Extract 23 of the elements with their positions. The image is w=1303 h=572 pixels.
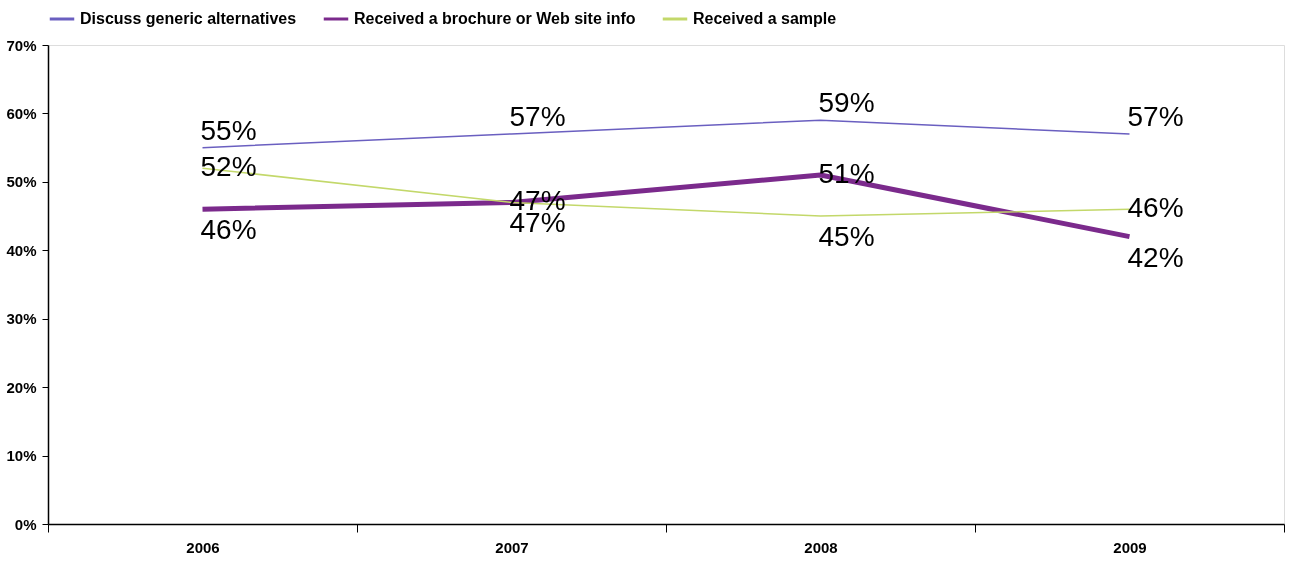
y-tick-label: 70% xyxy=(6,36,37,54)
legend-label: Received a sample xyxy=(693,10,837,27)
y-tick-label: 20% xyxy=(6,378,37,396)
x-tick-label: 2008 xyxy=(804,538,838,556)
y-tick-label: 30% xyxy=(6,310,37,328)
data-label: 46% xyxy=(1127,192,1184,224)
x-tick-label: 2009 xyxy=(1113,538,1147,556)
y-tick-label: 0% xyxy=(14,515,37,533)
legend-label: Discuss generic alternatives xyxy=(80,10,297,27)
y-tick-label: 50% xyxy=(6,173,37,191)
y-tick-label: 40% xyxy=(6,241,37,259)
y-tick-label: 10% xyxy=(6,447,37,465)
legend-label: Received a brochure or Web site info xyxy=(354,10,636,27)
data-label: 42% xyxy=(1127,241,1184,273)
data-label: 45% xyxy=(818,221,875,253)
data-label: 55% xyxy=(200,114,257,146)
data-label: 59% xyxy=(818,87,875,119)
y-tick-label: 60% xyxy=(6,104,37,122)
x-tick-label: 2006 xyxy=(186,538,220,556)
data-label: 57% xyxy=(509,100,566,132)
x-tick-label: 2007 xyxy=(495,538,529,556)
data-label: 57% xyxy=(1127,100,1184,132)
data-label: 46% xyxy=(200,214,257,246)
